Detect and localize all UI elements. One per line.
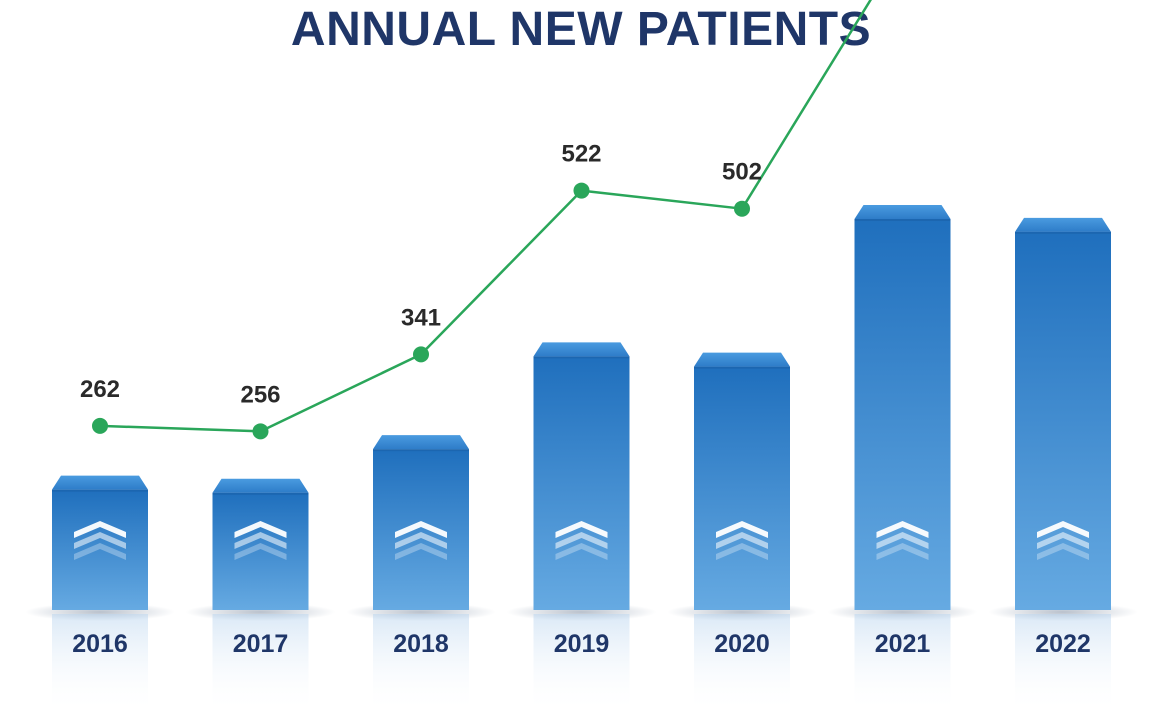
chevron-up-icon bbox=[1037, 521, 1089, 538]
bar-reflections bbox=[52, 614, 1111, 714]
line-marker bbox=[734, 200, 750, 217]
chevron-up-icon bbox=[395, 532, 447, 549]
bar-reflection bbox=[212, 614, 309, 714]
chevron-up-stack-icon bbox=[716, 521, 768, 560]
chevron-up-stack-icon bbox=[74, 521, 126, 560]
bar-reflection bbox=[694, 614, 790, 714]
bar-body bbox=[533, 356, 630, 610]
chevron-up-icon bbox=[555, 543, 608, 560]
line-marker bbox=[92, 417, 108, 434]
chevron-up-icon bbox=[74, 543, 126, 560]
chevron-up-stack-icon bbox=[395, 521, 447, 560]
chevron-up-icon bbox=[716, 532, 768, 549]
bar-cap bbox=[212, 478, 309, 493]
bar-reflection bbox=[533, 614, 630, 714]
bar-cap bbox=[1015, 217, 1111, 232]
chevron-up-icon bbox=[395, 521, 447, 538]
chevron-up-icon bbox=[234, 521, 287, 538]
chevron-up-icon bbox=[1037, 532, 1089, 549]
data-label: 341 bbox=[401, 304, 441, 331]
x-tick-label: 2022 bbox=[1035, 630, 1091, 658]
chevron-up-icon bbox=[555, 521, 608, 538]
data-label: 502 bbox=[722, 159, 762, 186]
line-marker bbox=[252, 423, 269, 440]
bar-cap bbox=[694, 352, 790, 367]
bar-body bbox=[694, 366, 790, 610]
data-label: 256 bbox=[240, 381, 280, 408]
bar-body bbox=[854, 219, 951, 610]
bar-cap-edge bbox=[212, 492, 309, 495]
bar-body bbox=[52, 489, 148, 610]
bar-body bbox=[373, 449, 469, 610]
chevron-up-icon bbox=[716, 521, 768, 538]
bar bbox=[212, 478, 309, 610]
data-label: 262 bbox=[80, 376, 120, 403]
bar-cap-edge bbox=[52, 489, 148, 492]
bar-body bbox=[1015, 231, 1111, 610]
chevron-up-icon bbox=[555, 532, 608, 549]
x-tick-label: 2019 bbox=[554, 630, 610, 658]
chevron-up-stack-icon bbox=[555, 521, 608, 560]
bar-reflection bbox=[854, 614, 951, 714]
x-axis-ticks: 2016 2017 2018 2019 2020 2021 2022 bbox=[72, 630, 1091, 658]
chevron-up-icon bbox=[74, 521, 126, 538]
bar bbox=[373, 435, 469, 610]
data-label: 522 bbox=[561, 141, 601, 168]
bar bbox=[1015, 217, 1111, 610]
x-tick-label: 2021 bbox=[875, 630, 931, 658]
chevron-up-icon bbox=[876, 543, 929, 560]
bar-reflection bbox=[52, 614, 148, 714]
x-tick-label: 2020 bbox=[714, 630, 770, 658]
bar-cap bbox=[854, 205, 951, 219]
bar bbox=[694, 352, 790, 610]
bar-cap-edge bbox=[1015, 231, 1111, 234]
chevron-up-icon bbox=[1037, 543, 1089, 560]
chevron-up-icon bbox=[395, 543, 447, 560]
bar-cap-edge bbox=[854, 219, 951, 221]
chevron-up-icon bbox=[74, 532, 126, 549]
chevron-up-icon bbox=[234, 532, 287, 549]
line-marker bbox=[413, 346, 429, 363]
data-labels: 262256341522502790765 bbox=[80, 141, 762, 409]
x-tick-label: 2018 bbox=[393, 630, 449, 658]
bar-body bbox=[212, 492, 309, 610]
bar-cap-edge bbox=[533, 356, 630, 359]
x-tick-label: 2016 bbox=[72, 630, 128, 658]
bar-cap-edge bbox=[694, 366, 790, 369]
bar-cap bbox=[373, 435, 469, 450]
chevron-up-stack-icon bbox=[234, 521, 287, 560]
chevron-up-icon bbox=[716, 543, 768, 560]
chevron-up-stack-icon bbox=[876, 521, 929, 560]
line-series bbox=[92, 0, 872, 440]
x-tick-label: 2017 bbox=[233, 630, 289, 658]
bar-reflection bbox=[373, 614, 469, 714]
bars bbox=[52, 205, 1111, 610]
chevron-up-icon bbox=[234, 543, 287, 560]
bar-cap-edge bbox=[373, 449, 469, 452]
bar-reflection bbox=[1015, 614, 1111, 714]
chevron-up-icon bbox=[876, 532, 929, 549]
line-marker bbox=[573, 182, 590, 199]
bar-cap bbox=[52, 475, 148, 490]
bar bbox=[854, 205, 951, 610]
bar-cap bbox=[533, 342, 630, 357]
bar bbox=[533, 342, 630, 610]
bar bbox=[52, 475, 148, 610]
chevron-up-icon bbox=[876, 521, 929, 538]
chart-title: ANNUAL NEW PATIENTS bbox=[290, 3, 872, 56]
chevron-up-stack-icon bbox=[1037, 521, 1089, 560]
